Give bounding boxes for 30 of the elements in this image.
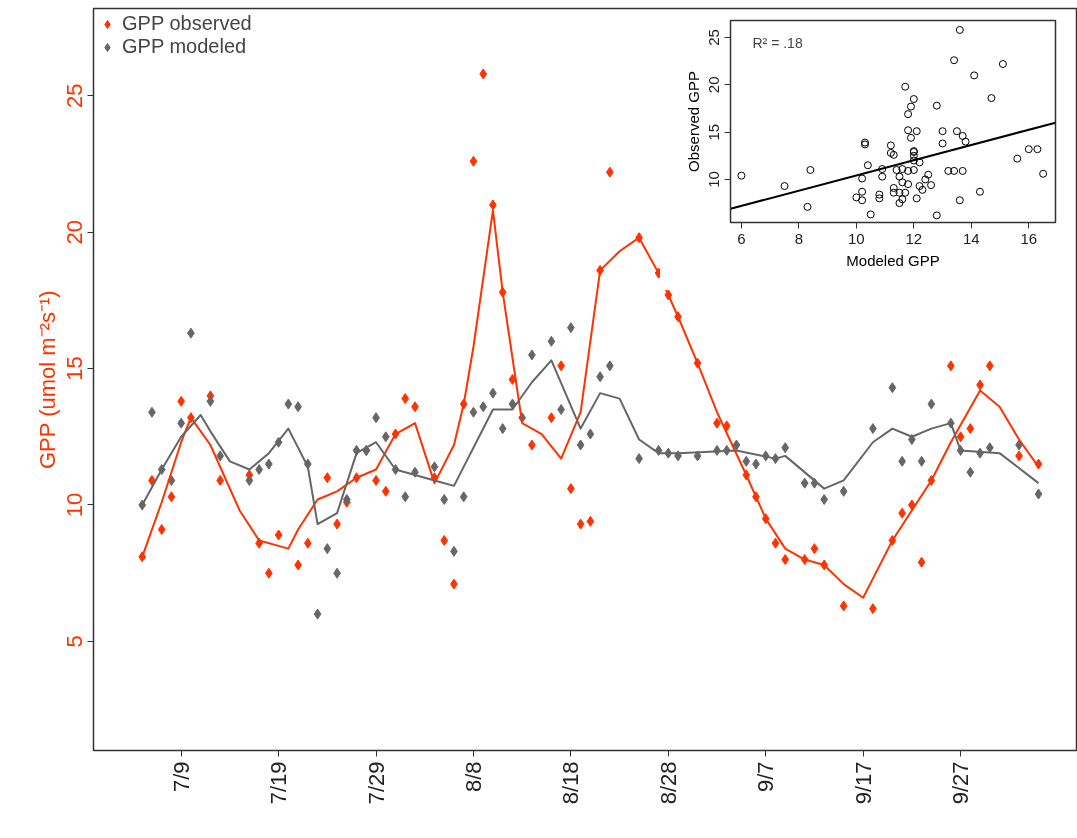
x-tick-label: 7/9	[168, 761, 194, 793]
y-tick-label: 10	[62, 492, 88, 518]
x-tick-label: 8/8	[460, 761, 486, 793]
y-tick-label: 25	[62, 83, 88, 109]
y-tick-label: 20	[705, 76, 723, 94]
x-tick-label: 8/18	[558, 761, 584, 805]
x-tick-label: 8/28	[655, 761, 681, 805]
y-tick-label: 15	[705, 123, 723, 141]
y-axis-title: Observed GPP	[684, 71, 702, 172]
x-tick-label: 9/17	[850, 761, 876, 805]
x-tick-label: 7/19	[266, 761, 292, 805]
x-tick-label: 6	[737, 229, 746, 247]
x-tick-label: 16	[1020, 229, 1038, 247]
x-tick-label: 12	[905, 229, 923, 247]
legend-label: GPP modeled	[122, 35, 247, 58]
x-tick-label: 8	[794, 229, 804, 247]
y-tick-label: 10	[705, 171, 723, 188]
y-tick-label: 20	[62, 219, 88, 245]
x-tick-label: 7/29	[363, 761, 389, 805]
x-tick-label: 9/7	[753, 761, 779, 793]
y-tick-label: 25	[705, 29, 723, 46]
x-tick-label: 9/27	[948, 761, 974, 805]
y-axis-title: GPP (umol m⁻²s⁻¹)	[34, 290, 60, 469]
y-tick-label: 5	[62, 635, 88, 648]
y-tick-label: 15	[62, 356, 88, 381]
x-axis-title: Modeled GPP	[846, 251, 940, 269]
legend-label: GPP observed	[122, 12, 252, 35]
annotation: R² = .18	[752, 34, 803, 51]
x-tick-label: 10	[848, 229, 865, 247]
x-tick-label: 14	[962, 229, 980, 247]
